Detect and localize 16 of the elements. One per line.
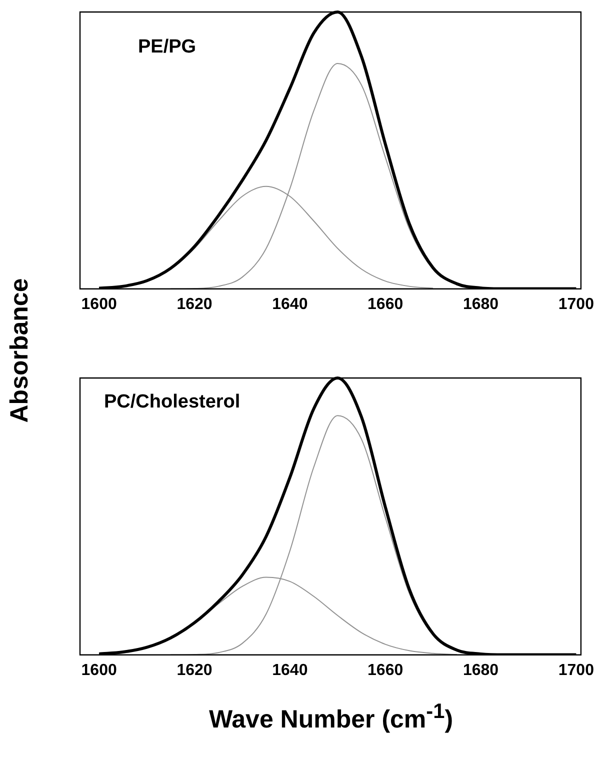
y-axis-title: Absorbance [6, 278, 34, 422]
x-tick-label: 1600 [81, 662, 117, 679]
x-tick-label: 1640 [272, 296, 308, 313]
text: PE/PG [138, 36, 196, 58]
x-tick-label: 1620 [176, 296, 212, 313]
x-tick-label: 1620 [176, 662, 212, 679]
x-tick-label: 1640 [272, 662, 308, 679]
x-tick-label: 1660 [368, 662, 404, 679]
x-tick-label: 1680 [462, 662, 499, 679]
x-tick-label: 1700 [558, 662, 594, 679]
x-tick-label: 1700 [558, 296, 594, 313]
x-axis-title: Wave Number (cm$^{-1}$) [208, 700, 454, 734]
x-tick-label: 1680 [462, 296, 499, 313]
x-tick-label: 1600 [81, 296, 117, 313]
x-tick-label: 1660 [368, 296, 404, 313]
text: PC/Cholesterol [104, 392, 240, 413]
